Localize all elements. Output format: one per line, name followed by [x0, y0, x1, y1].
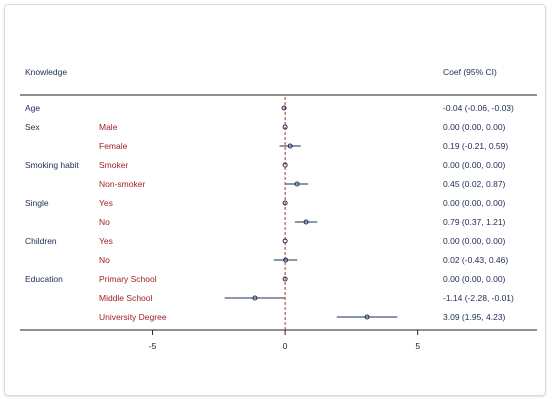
coef-header: Coef (95% CI) — [443, 67, 497, 77]
point-estimate-marker — [282, 276, 288, 282]
coef-ci-text: 0.00 (0.00, 0.00) — [443, 122, 506, 132]
coef-ci-text: 0.45 (0.02, 0.87) — [443, 179, 506, 189]
forest-row: Children Yes 0.00 (0.00, 0.00) — [25, 236, 506, 246]
forest-row: Education Primary School 0.00 (0.00, 0.00) — [25, 274, 506, 284]
coef-ci-text: 3.09 (1.95, 4.23) — [443, 312, 506, 322]
point-estimate-marker — [252, 295, 258, 301]
category-label: Male — [99, 122, 118, 132]
forest-row: Age -0.04 (-0.06, -0.03) — [25, 103, 514, 113]
forest-row: Single Yes 0.00 (0.00, 0.00) — [25, 198, 506, 208]
forest-row: University Degree 3.09 (1.95, 4.23) — [99, 312, 506, 322]
coef-ci-text: 0.19 (-0.21, 0.59) — [443, 141, 508, 151]
point-estimate-marker — [282, 238, 288, 244]
point-estimate-marker — [281, 105, 287, 111]
forest-row: Smoking habit Smoker 0.00 (0.00, 0.00) — [25, 160, 506, 170]
forest-row: Non-smoker 0.45 (0.02, 0.87) — [99, 179, 506, 189]
point-estimate-marker — [287, 143, 293, 149]
point-estimate-marker — [283, 257, 289, 263]
forest-row: Middle School -1.14 (-2.28, -0.01) — [99, 293, 514, 303]
coef-ci-text: 0.00 (0.00, 0.00) — [443, 236, 506, 246]
forest-plot: Knowledge Coef (95% CI) Age -0.04 (-0.06,… — [20, 67, 537, 351]
variable-label: Smoking habit — [25, 160, 80, 170]
variable-label: Sex — [25, 122, 40, 132]
coef-ci-text: 0.00 (0.00, 0.00) — [443, 274, 506, 284]
variable-label: Single — [25, 198, 49, 208]
coef-ci-text: -0.04 (-0.06, -0.03) — [443, 103, 514, 113]
forest-row: Sex Male 0.00 (0.00, 0.00) — [25, 122, 506, 132]
coef-ci-text: 0.02 (-0.43, 0.46) — [443, 255, 508, 265]
category-label: Yes — [99, 198, 113, 208]
variable-label: Education — [25, 274, 63, 284]
point-estimate-marker — [294, 181, 300, 187]
category-label: Female — [99, 141, 128, 151]
category-label: Middle School — [99, 293, 153, 303]
coef-ci-text: 0.00 (0.00, 0.00) — [443, 198, 506, 208]
coef-ci-text: 0.79 (0.37, 1.21) — [443, 217, 506, 227]
point-estimate-marker — [282, 162, 288, 168]
point-estimate-marker — [364, 314, 370, 320]
category-label: Smoker — [99, 160, 128, 170]
category-label: University Degree — [99, 312, 167, 322]
header-label: Knowledge — [25, 67, 67, 77]
plot-rows: Age -0.04 (-0.06, -0.03) Sex Male 0.00 (0.00… — [25, 103, 514, 322]
variable-label: Children — [25, 236, 57, 246]
category-label: Primary School — [99, 274, 157, 284]
point-estimate-marker — [303, 219, 309, 225]
category-label: Yes — [99, 236, 113, 246]
forest-row: Female 0.19 (-0.21, 0.59) — [99, 141, 508, 151]
coef-ci-text: -1.14 (-2.28, -0.01) — [443, 293, 514, 303]
x-tick-label: 0 — [283, 341, 288, 351]
point-estimate-marker — [282, 200, 288, 206]
category-label: No — [99, 255, 110, 265]
x-axis-ticks: -5 0 5 — [149, 330, 420, 351]
forest-row: No 0.02 (-0.43, 0.46) — [99, 255, 508, 265]
forest-row: No 0.79 (0.37, 1.21) — [99, 217, 506, 227]
coef-ci-text: 0.00 (0.00, 0.00) — [443, 160, 506, 170]
x-tick-label: 5 — [415, 341, 420, 351]
point-estimate-marker — [282, 124, 288, 130]
category-label: No — [99, 217, 110, 227]
category-label: Non-smoker — [99, 179, 145, 189]
x-tick-label: -5 — [149, 341, 157, 351]
figure-frame: Knowledge Coef (95% CI) Age -0.04 (-0.06,… — [4, 4, 546, 396]
variable-label: Age — [25, 103, 40, 113]
